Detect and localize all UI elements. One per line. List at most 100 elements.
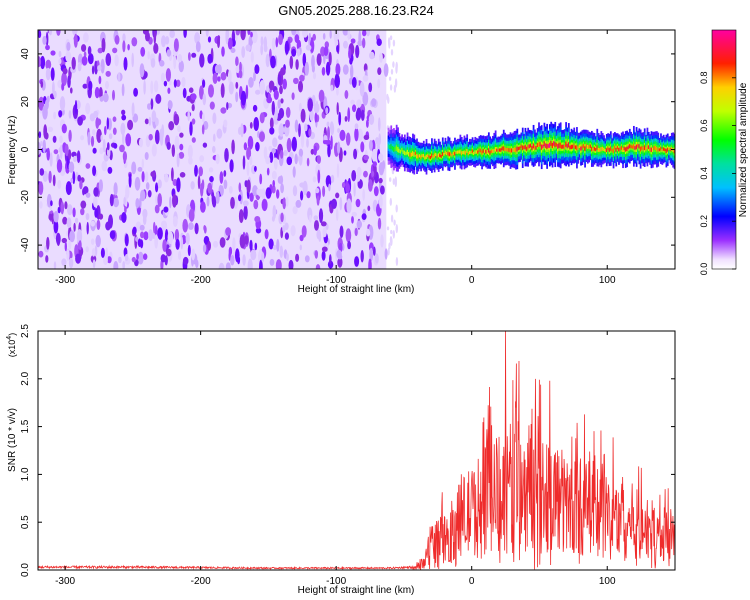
signal-cell (460, 151, 463, 156)
signal-cell (474, 150, 477, 155)
noise-speckle (166, 49, 172, 57)
noise-speckle (334, 38, 339, 47)
signal-cell (494, 147, 497, 152)
noise-speckle (329, 254, 332, 265)
signal-cell (448, 152, 451, 157)
noise-speckle (99, 147, 104, 155)
signal-cell (490, 149, 493, 154)
noise-speckle (388, 242, 391, 250)
signal-cell (672, 147, 675, 153)
noise-speckle (345, 132, 351, 146)
y-tick-label: 2.5 (20, 324, 31, 338)
noise-speckle (354, 127, 359, 142)
noise-speckle (78, 240, 82, 251)
noise-speckle (357, 128, 364, 142)
noise-speckle (390, 68, 394, 75)
noise-speckle (205, 30, 209, 37)
signal-cell (600, 147, 603, 152)
noise-speckle (355, 44, 360, 59)
noise-speckle (135, 221, 142, 232)
noise-speckle (390, 49, 394, 56)
noise-speckle (66, 217, 72, 229)
noise-speckle (148, 116, 152, 126)
noise-speckle (45, 31, 49, 47)
noise-speckle (190, 93, 197, 101)
noise-speckle (207, 53, 213, 64)
noise-speckle (162, 239, 167, 252)
noise-speckle (366, 228, 371, 237)
noise-speckle (121, 114, 127, 121)
signal-cell (412, 151, 414, 156)
noise-speckle (188, 52, 191, 61)
noise-speckle (38, 96, 45, 111)
noise-speckle (173, 79, 177, 88)
noise-speckle (182, 256, 189, 265)
noise-speckle (294, 34, 300, 44)
signal-cell (581, 145, 584, 150)
noise-speckle (207, 36, 212, 43)
noise-speckle (85, 163, 91, 169)
colorbar-label: Normalized spectral amplitude (738, 82, 749, 217)
noise-speckle (239, 61, 242, 73)
noise-speckle (75, 253, 82, 264)
noise-speckle (148, 229, 154, 242)
noise-speckle (151, 143, 157, 157)
noise-speckle (288, 259, 294, 269)
y-tick-label: 1.0 (20, 467, 31, 481)
noise-speckle (138, 138, 144, 148)
noise-speckle (59, 135, 63, 144)
noise-speckle (199, 53, 205, 68)
noise-speckle (81, 56, 88, 66)
signal-cell (569, 145, 572, 150)
noise-speckle (144, 152, 149, 160)
noise-speckle (188, 87, 194, 93)
noise-speckle (329, 30, 332, 39)
noise-speckle (154, 234, 159, 249)
noise-speckle (277, 74, 282, 86)
noise-speckle (378, 117, 381, 132)
noise-speckle (305, 44, 312, 51)
signal-cell (435, 152, 437, 157)
noise-speckle (98, 213, 104, 220)
noise-speckle (42, 139, 46, 154)
noise-speckle (367, 205, 371, 212)
noise-speckle (368, 225, 374, 240)
noise-speckle (323, 46, 329, 57)
noise-speckle (395, 224, 398, 234)
signal-cell (425, 154, 428, 159)
noise-speckle (42, 170, 48, 182)
noise-speckle (284, 40, 290, 55)
noise-speckle (345, 228, 352, 243)
noise-speckle (209, 176, 214, 183)
y-tick-label: 40 (20, 48, 31, 60)
signal-cell (527, 144, 530, 150)
noise-speckle (51, 213, 54, 225)
noise-speckle (342, 64, 349, 75)
noise-speckle (225, 30, 229, 45)
signal-cell (463, 150, 466, 155)
noise-speckle (339, 197, 343, 211)
noise-speckle (106, 256, 112, 264)
spectrogram-x-axis: -300 -200 -100 0 100 (55, 30, 616, 286)
noise-speckle (87, 131, 91, 146)
signal-cell (422, 153, 425, 158)
noise-speckle (358, 30, 362, 46)
noise-speckle (144, 118, 149, 125)
noise-speckle (145, 182, 150, 190)
noise-speckle (147, 103, 152, 110)
signal-cell (647, 145, 650, 150)
signal-cell (632, 143, 635, 149)
noise-speckle (38, 141, 41, 155)
noise-speckle (153, 43, 159, 54)
signal-cell (642, 147, 645, 152)
noise-speckle (73, 222, 76, 232)
noise-speckle (254, 165, 257, 172)
signal-cell (467, 152, 470, 155)
noise-speckle (207, 240, 212, 251)
noise-speckle (98, 87, 103, 99)
signal-cell (558, 142, 561, 148)
noise-speckle (291, 48, 297, 57)
noise-speckle (219, 237, 226, 248)
noise-speckle (246, 146, 252, 160)
signal-cell (447, 151, 450, 156)
